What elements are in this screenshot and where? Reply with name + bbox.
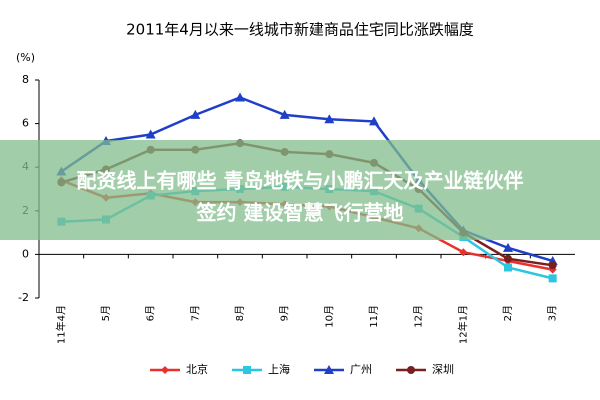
x-tick-label: 12年1月 xyxy=(456,305,469,344)
y-tick-label: 8 xyxy=(22,73,29,86)
x-tick-label: 2月 xyxy=(502,305,514,321)
banner-text: 配资线上有哪些 青岛地铁与小鹏汇天及产业链伙伴 xyxy=(77,169,524,193)
x-tick-label: 11年4月 xyxy=(54,305,67,344)
legend-label: 深圳 xyxy=(432,363,454,376)
y-tick-label: 0 xyxy=(22,247,29,260)
banner-background xyxy=(0,140,600,240)
marker xyxy=(369,116,379,126)
legend-label: 上海 xyxy=(268,362,290,376)
marker xyxy=(324,114,335,124)
marker xyxy=(504,254,512,263)
marker xyxy=(235,92,245,102)
y-axis-label: (%) xyxy=(16,51,35,64)
banner-text: 签约 建设智慧飞行营地 xyxy=(196,201,404,225)
marker xyxy=(324,365,334,374)
marker xyxy=(243,366,251,374)
marker xyxy=(407,366,415,374)
marker xyxy=(548,261,557,270)
x-tick-label: 11月 xyxy=(368,305,380,328)
x-tick-label: 5月 xyxy=(100,305,112,321)
marker xyxy=(503,242,513,252)
marker xyxy=(279,109,290,119)
x-tick-label: 7月 xyxy=(189,305,201,321)
x-tick-label: 6月 xyxy=(145,305,157,321)
marker xyxy=(145,129,156,139)
x-tick-label: 10月 xyxy=(323,305,335,328)
x-tick-label: 8月 xyxy=(234,305,246,321)
chart-title: 2011年4月以来一线城市新建商品住宅同比涨跌幅度 xyxy=(126,21,474,39)
x-tick-label: 9月 xyxy=(279,305,291,321)
legend-label: 北京 xyxy=(186,362,208,376)
marker xyxy=(548,274,557,283)
y-tick-label: 6 xyxy=(22,117,29,130)
marker xyxy=(459,248,468,257)
x-tick-label: 3月 xyxy=(547,305,559,321)
x-tick-label: 12月 xyxy=(413,305,425,328)
marker xyxy=(504,263,512,272)
legend-label: 广州 xyxy=(350,363,372,376)
marker xyxy=(190,109,201,119)
marker xyxy=(161,366,169,374)
y-tick-label: -2 xyxy=(18,291,29,304)
